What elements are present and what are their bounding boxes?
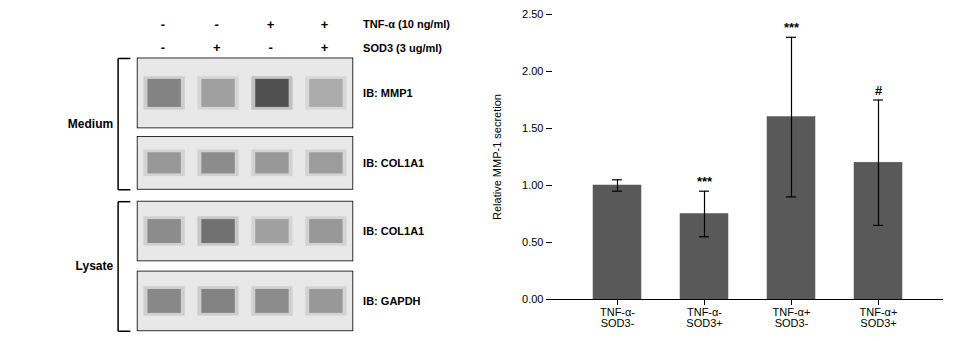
svg-text:Medium: Medium xyxy=(68,117,113,131)
svg-text:+: + xyxy=(213,40,224,55)
svg-text:-: - xyxy=(161,40,169,55)
svg-text:+: + xyxy=(321,40,332,55)
svg-text:***: *** xyxy=(784,20,800,35)
svg-text:+: + xyxy=(267,17,278,32)
svg-text:1.50: 1.50 xyxy=(522,122,543,134)
svg-text:0.50: 0.50 xyxy=(522,236,543,248)
svg-text:TNF-α+SOD3-: TNF-α+SOD3- xyxy=(773,306,811,329)
svg-text:1.00: 1.00 xyxy=(522,179,543,191)
svg-text:0.00: 0.00 xyxy=(522,293,543,305)
svg-text:2.00: 2.00 xyxy=(522,65,543,77)
svg-text:SOD3 (3 ug/ml): SOD3 (3 ug/ml) xyxy=(363,42,442,54)
svg-text:2.50: 2.50 xyxy=(522,8,543,20)
svg-text:-: - xyxy=(268,40,276,55)
svg-text:IB: GAPDH: IB: GAPDH xyxy=(363,295,421,307)
svg-text:Lysate: Lysate xyxy=(76,259,114,273)
svg-text:IB: COL1A1: IB: COL1A1 xyxy=(363,157,424,169)
svg-text:TNF-α (10 ng/ml): TNF-α (10 ng/ml) xyxy=(363,18,450,30)
svg-text:TNF-α-SOD3-: TNF-α-SOD3- xyxy=(600,306,635,329)
svg-text:***: *** xyxy=(697,174,713,189)
svg-text:+: + xyxy=(321,17,332,32)
svg-text:Relative MMP-1 secretion: Relative MMP-1 secretion xyxy=(491,94,503,220)
svg-text:IB: COL1A1: IB: COL1A1 xyxy=(363,225,424,237)
svg-text:-: - xyxy=(215,17,223,32)
svg-text:#: # xyxy=(875,83,883,98)
svg-text:TNF-α-SOD3+: TNF-α-SOD3+ xyxy=(686,306,722,329)
svg-text:-: - xyxy=(161,17,169,32)
svg-text:IB: MMP1: IB: MMP1 xyxy=(363,87,413,99)
svg-text:TNF-α+SOD3+: TNF-α+SOD3+ xyxy=(860,306,898,329)
